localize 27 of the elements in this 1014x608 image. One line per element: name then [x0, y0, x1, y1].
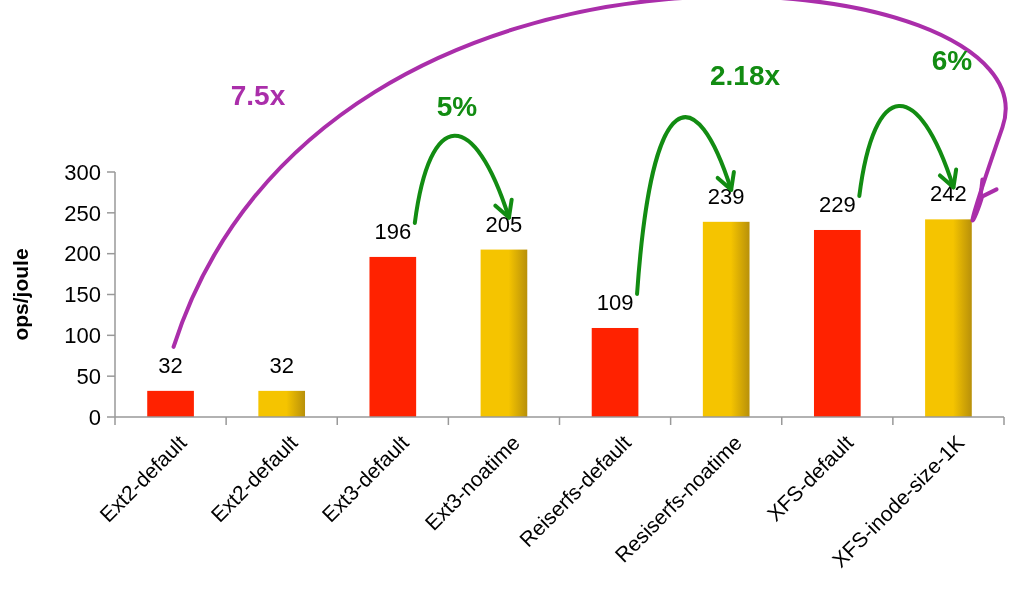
y-tick-label: 0	[88, 404, 101, 430]
data-label: 239	[707, 183, 745, 209]
y-tick-label: 50	[76, 363, 101, 389]
y-axis-title: ops/joule	[9, 248, 32, 341]
y-tick-label: 150	[64, 282, 101, 308]
bar	[258, 390, 306, 417]
bar	[480, 249, 528, 417]
text: 6%	[931, 45, 973, 76]
data-label: 32	[269, 352, 294, 378]
bar	[147, 390, 194, 417]
text: 7.5x	[230, 80, 286, 111]
bar	[591, 327, 639, 417]
y-tick-label: 250	[64, 200, 101, 226]
y-tick-label: 100	[64, 323, 101, 349]
y-tick-label: 300	[64, 159, 101, 185]
bar	[925, 219, 972, 417]
data-label: 205	[485, 211, 523, 237]
bar	[813, 229, 861, 417]
data-label: 32	[158, 352, 183, 378]
data-label: 109	[596, 289, 634, 315]
data-label: 196	[374, 218, 412, 244]
data-label: 242	[930, 181, 967, 207]
y-tick-label: 200	[64, 241, 101, 267]
text: 5%	[436, 91, 478, 122]
text: 2.18x	[709, 60, 781, 91]
data-label: 229	[818, 191, 856, 217]
bar	[369, 256, 417, 417]
